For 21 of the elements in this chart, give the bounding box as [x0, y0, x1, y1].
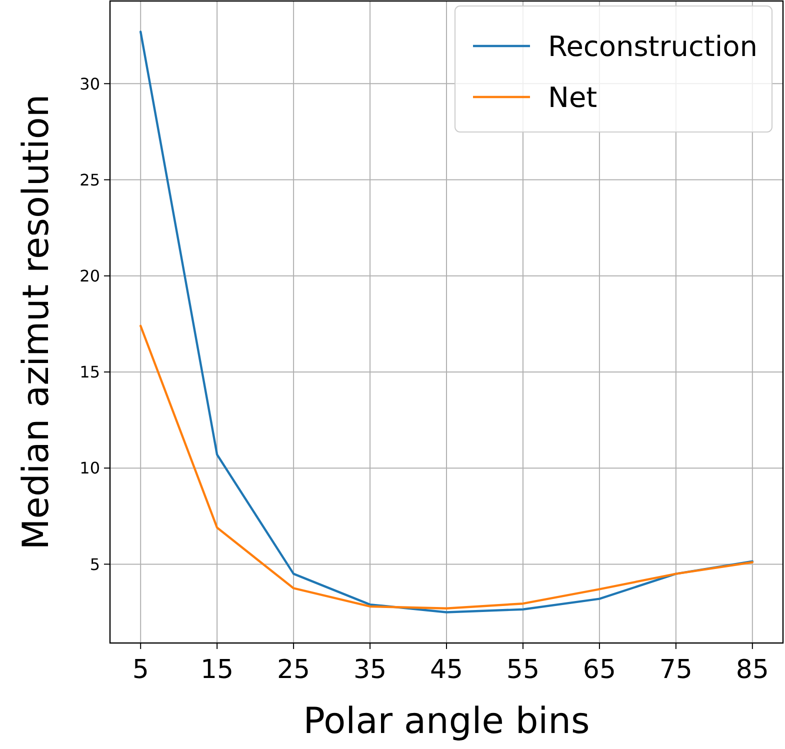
y-tick-label: 5: [90, 554, 100, 574]
legend-label: Reconstruction: [548, 30, 758, 63]
x-axis-title: Polar angle bins: [303, 701, 590, 742]
x-tick-label: 75: [659, 655, 692, 685]
x-tick-label: 65: [582, 655, 616, 685]
y-tick-label: 30: [80, 74, 100, 94]
x-tick-label: 85: [736, 655, 769, 685]
x-tick-label: 15: [200, 655, 234, 685]
x-tick-label: 5: [132, 655, 149, 685]
x-tick-label: 35: [353, 655, 387, 685]
y-tick-label: 20: [80, 266, 100, 286]
legend-label: Net: [548, 80, 598, 114]
x-tick-label: 45: [430, 655, 464, 685]
y-tick-label: 25: [80, 170, 100, 190]
y-tick-label: 10: [80, 458, 100, 478]
line-series: [139, 324, 754, 610]
line-series: [139, 30, 754, 614]
y-tick-label: 15: [80, 362, 100, 382]
x-tick-label: 55: [506, 655, 540, 685]
x-tick-label: 25: [277, 655, 310, 685]
y-axis-title: Median azimut resolution: [16, 94, 57, 550]
